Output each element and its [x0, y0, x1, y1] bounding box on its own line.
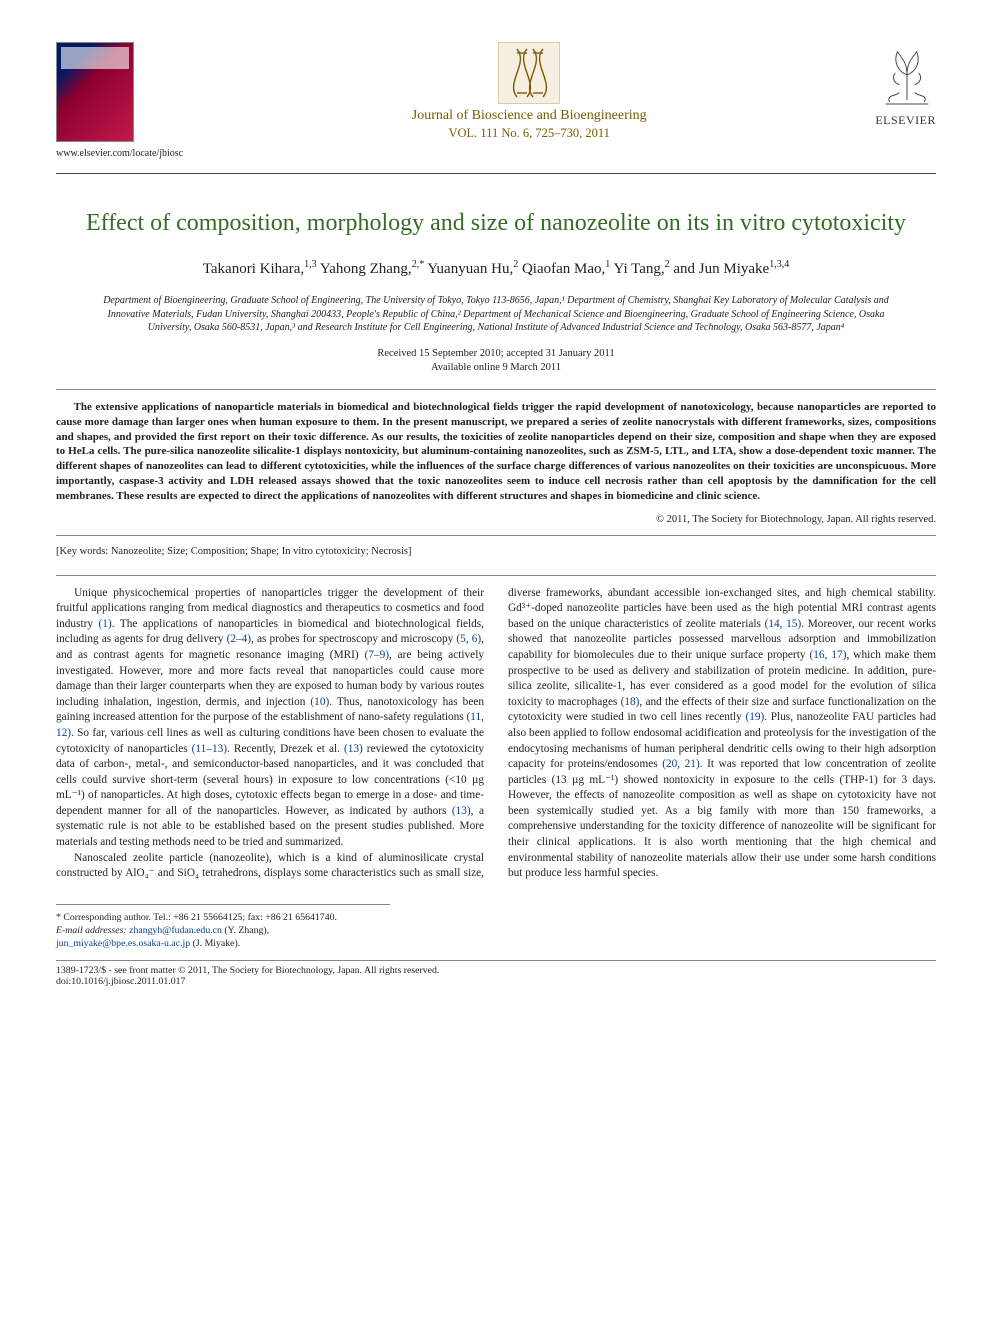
- divider: [56, 575, 936, 576]
- email-2-owner: (J. Miyake).: [193, 938, 241, 949]
- email-link-1[interactable]: zhangyh@fudan.edu.cn: [129, 925, 222, 936]
- article-title: Effect of composition, morphology and si…: [56, 208, 936, 238]
- elsevier-tree-icon: [878, 42, 936, 106]
- journal-name: Journal of Bioscience and Bioengineering: [195, 108, 863, 124]
- author-list: Takanori Kihara,1,3 Yahong Zhang,2,* Yua…: [56, 258, 936, 280]
- email-link-2[interactable]: jun_miyake@bpe.es.osaka-u.ac.jp: [56, 938, 190, 949]
- keywords-line: [Key words: Nanozeolite; Size; Compositi…: [56, 546, 936, 557]
- email-1-owner: (Y. Zhang),: [224, 925, 269, 936]
- article-dates: Received 15 September 2010; accepted 31 …: [56, 347, 936, 375]
- divider: [56, 389, 936, 390]
- elsevier-locate-url: www.elsevier.com/locate/jbiosc: [56, 148, 183, 159]
- front-matter-line: 1389-1723/$ - see front matter © 2011, T…: [56, 965, 936, 976]
- corresponding-author-note: * Corresponding author. Tel.: +86 21 556…: [56, 911, 936, 924]
- doi-line: doi:10.1016/j.jbiosc.2011.01.017: [56, 976, 936, 987]
- publisher-name: ELSEVIER: [875, 113, 936, 128]
- header-right: ELSEVIER: [875, 42, 936, 128]
- author-affiliations: Department of Bioengineering, Graduate S…: [56, 294, 936, 335]
- journal-volume: VOL. 111 No. 6, 725–730, 2011: [195, 126, 863, 141]
- footnote-divider: [56, 904, 390, 905]
- divider: [56, 535, 936, 536]
- copyright-line: © 2011, The Society for Biotechnology, J…: [56, 514, 936, 525]
- journal-header: www.elsevier.com/locate/jbiosc Journal o…: [56, 42, 936, 174]
- header-center: Journal of Bioscience and Bioengineering…: [183, 42, 875, 141]
- divider: [56, 960, 936, 961]
- header-left: www.elsevier.com/locate/jbiosc: [56, 42, 183, 159]
- body-columns: Unique physicochemical properties of nan…: [56, 586, 936, 882]
- email-addresses-line: E-mail addresses: zhangyh@fudan.edu.cn (…: [56, 924, 936, 950]
- journal-logo-icon: [498, 42, 560, 104]
- abstract-text: The extensive applications of nanopartic…: [56, 400, 936, 504]
- available-online-date: Available online 9 March 2011: [431, 362, 561, 373]
- received-accepted-dates: Received 15 September 2010; accepted 31 …: [377, 348, 614, 359]
- journal-cover-thumb: [56, 42, 134, 142]
- footnotes-block: * Corresponding author. Tel.: +86 21 556…: [56, 911, 936, 951]
- body-paragraph-left: Unique physicochemical properties of nan…: [56, 586, 484, 851]
- email-label: E-mail addresses:: [56, 925, 127, 936]
